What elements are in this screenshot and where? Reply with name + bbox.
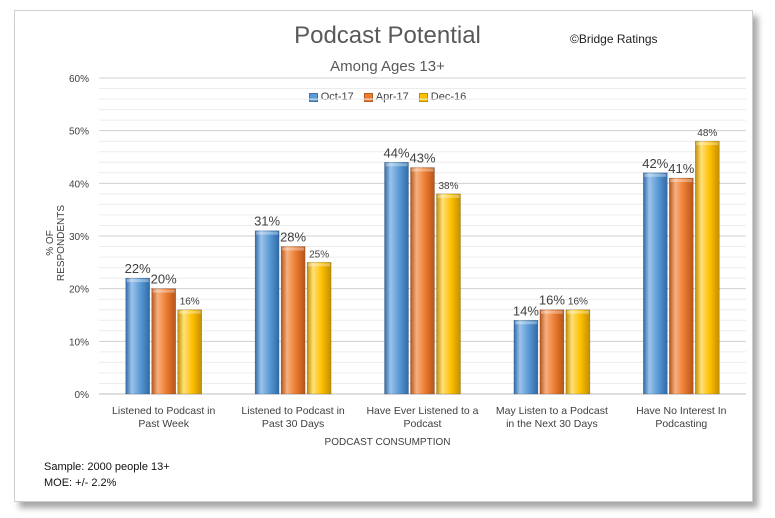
bar-bevel xyxy=(256,231,279,235)
y-tick-label: 60% xyxy=(69,74,89,85)
bar-oct-17 xyxy=(642,172,668,395)
data-label: 16% xyxy=(180,297,200,308)
legend-label-apr-17: Apr-17 xyxy=(375,91,409,103)
legend-item-apr-17: Apr-17 xyxy=(363,91,409,103)
legend-swatch-apr-17 xyxy=(363,92,373,102)
legend-item-dec-16: Dec-16 xyxy=(418,91,467,103)
x-tick-label: Listened to Podcast in xyxy=(241,405,344,417)
bar-oct-17 xyxy=(513,319,539,395)
data-label: 42% xyxy=(642,156,668,171)
x-tick-label: Podcast xyxy=(404,418,442,430)
bar-bevel xyxy=(540,310,563,314)
moe-note: MOE: +/- 2.2% xyxy=(44,477,117,489)
data-label: 28% xyxy=(280,230,306,245)
y-tick-label: 40% xyxy=(69,179,89,190)
y-tick-label: 20% xyxy=(69,285,89,296)
bar-dec-16 xyxy=(694,140,720,395)
legend-swatch-dec-16 xyxy=(418,92,428,102)
bar-bevel xyxy=(696,142,719,146)
chart-title: Podcast Potential xyxy=(294,22,481,49)
legend: Oct-17 Apr-17 Dec-16 xyxy=(0,91,775,103)
data-label: 44% xyxy=(383,145,409,160)
x-tick-label: Past 30 Days xyxy=(262,418,324,430)
bar-bevel xyxy=(566,310,589,314)
x-tick-label: in the Next 30 Days xyxy=(506,418,598,430)
copyright-text: ©Bridge Ratings xyxy=(570,32,658,46)
data-label: 31% xyxy=(254,214,280,229)
bar-bevel xyxy=(411,168,434,172)
bar-dec-16 xyxy=(565,309,591,395)
x-tick-label: Podcasting xyxy=(655,418,707,430)
data-label: 41% xyxy=(668,161,694,176)
bar-bevel xyxy=(152,289,175,293)
bar-bevel xyxy=(385,163,408,167)
data-label: 48% xyxy=(697,128,717,139)
bar-dec-16 xyxy=(436,193,461,395)
chart-subtitle: Among Ages 13+ xyxy=(330,58,445,75)
data-label: 14% xyxy=(513,303,539,318)
x-tick-label: Have Ever Listened to a xyxy=(366,405,478,417)
data-label: 16% xyxy=(539,293,565,308)
bar-bevel xyxy=(126,279,149,283)
x-tick-label: Listened to Podcast in xyxy=(112,405,215,417)
bar-bevel xyxy=(437,194,460,198)
chart-frame xyxy=(14,10,753,502)
bar-oct-17 xyxy=(254,230,280,395)
x-tick-label: Have No Interest In xyxy=(636,405,727,417)
y-tick-label: 30% xyxy=(69,232,89,243)
bar-apr-17 xyxy=(668,177,694,395)
x-tick-label: May Listen to a Podcast xyxy=(496,405,608,417)
data-label: 16% xyxy=(568,297,588,308)
bar-bevel xyxy=(308,263,331,267)
bar-bevel xyxy=(178,310,201,314)
bar-oct-17 xyxy=(384,161,409,395)
y-tick-label: 50% xyxy=(69,127,89,138)
sample-note: Sample: 2000 people 13+ xyxy=(44,461,170,473)
data-label: 43% xyxy=(409,151,435,166)
data-label: 22% xyxy=(125,261,151,276)
y-tick-label: 10% xyxy=(69,337,89,348)
legend-swatch-oct-17 xyxy=(308,92,318,102)
x-tick-label: Past Week xyxy=(138,418,189,430)
bar-dec-16 xyxy=(177,309,202,395)
y-tick-label: 0% xyxy=(75,390,90,401)
bar-apr-17 xyxy=(410,167,435,395)
data-label: 25% xyxy=(309,249,329,260)
bar-oct-17 xyxy=(125,277,150,395)
data-label: 38% xyxy=(438,181,458,192)
bar-apr-17 xyxy=(539,309,565,395)
notes: Sample: 2000 people 13+ MOE: +/- 2.2% xyxy=(44,459,170,491)
x-axis-label: PODCAST CONSUMPTION xyxy=(324,437,451,448)
legend-label-oct-17: Oct-17 xyxy=(320,91,354,103)
bar-apr-17 xyxy=(151,288,176,395)
bar-bevel xyxy=(514,321,537,325)
bar-dec-16 xyxy=(306,262,332,395)
legend-item-oct-17: Oct-17 xyxy=(308,91,354,103)
legend-label-dec-16: Dec-16 xyxy=(430,91,467,103)
bar-bevel xyxy=(282,247,305,251)
data-label: 20% xyxy=(151,272,177,287)
bar-apr-17 xyxy=(280,246,306,395)
bar-bevel xyxy=(670,179,693,183)
bar-bevel xyxy=(644,173,667,177)
